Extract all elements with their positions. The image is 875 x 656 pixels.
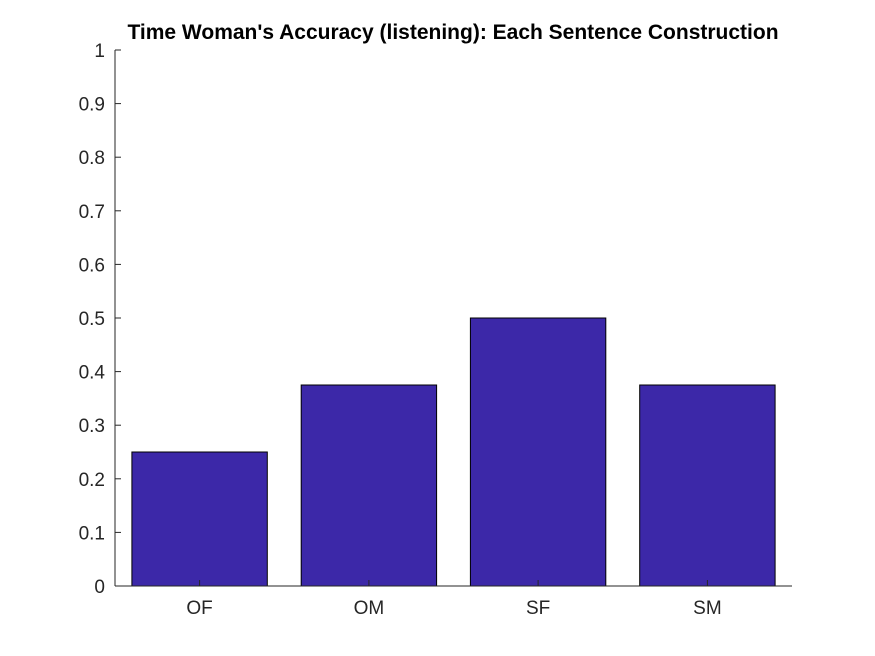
x-tick-label: SM [693,598,722,619]
y-tick-label: 0.2 [79,470,105,491]
y-tick-label: 0.3 [79,416,105,437]
bars-group [131,317,776,587]
y-tick-label: 0.9 [79,95,105,116]
x-ticks-group: OF OM SF SM [186,580,722,619]
y-tick-label: 0.8 [79,148,105,169]
chart-title: Time Woman's Accuracy (listening): Each … [127,21,778,44]
y-tick-label: 0.4 [79,363,106,384]
y-tick-label: 0.5 [79,309,105,330]
y-ticks-group: 0 0.1 0.2 0.3 0.4 0.5 0.6 0.7 0.8 0.9 1 [79,41,121,598]
bar-sf [469,317,607,587]
x-tick-label: OM [354,598,385,619]
y-tick-label: 0.1 [79,523,105,544]
bar-om [300,384,438,587]
y-tick-label: 1 [94,41,105,62]
x-tick-label: OF [186,598,212,619]
x-tick-label: SF [526,598,550,619]
bar-sm [639,384,776,587]
y-tick-label: 0.6 [79,255,105,276]
y-tick-label: 0 [94,577,105,598]
y-tick-label: 0.7 [79,202,105,223]
bar-of [131,451,268,587]
